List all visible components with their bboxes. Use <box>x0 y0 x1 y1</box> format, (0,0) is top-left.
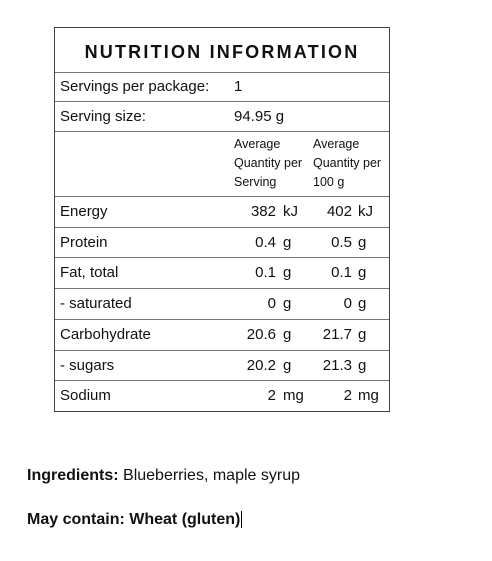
per-serving-value: 20.2 <box>246 356 276 374</box>
nutrient-name: - sugars <box>60 356 115 374</box>
rule <box>55 318 389 320</box>
per-serving-unit: g <box>283 295 292 313</box>
rule <box>55 288 389 290</box>
per-100g-value: 402 <box>326 203 352 220</box>
nutrient-name: Energy <box>60 203 108 220</box>
ingredients-label: Ingredients: <box>27 467 119 484</box>
per-100g-unit: g <box>358 264 367 282</box>
column-header: Average Quantity per 100 g <box>313 137 382 189</box>
ingredients-text: Blueberries, maple syrup <box>123 467 300 484</box>
per-serving-value: 382 <box>250 203 276 220</box>
servings-value: 1 <box>234 78 243 95</box>
nutrient-name: Protein <box>60 233 108 251</box>
serving-size-label: Serving size: <box>60 108 146 125</box>
per-serving-unit: g <box>283 356 292 374</box>
per-100g-unit: g <box>358 356 367 374</box>
rule <box>55 131 389 132</box>
column-header: Average Quantity per Serving <box>234 137 303 189</box>
rule <box>55 72 389 73</box>
rule <box>55 226 389 228</box>
rule <box>55 257 389 259</box>
rule <box>55 101 389 102</box>
per-serving-value: 0.4 <box>255 233 276 251</box>
per-100g-value: 0 <box>343 295 352 313</box>
per-100g-value: 2 <box>343 387 352 405</box>
per-100g-value: 0.1 <box>331 264 352 282</box>
per-serving-unit: g <box>283 325 292 343</box>
per-serving-value: 0.1 <box>255 264 276 282</box>
per-serving-value: 2 <box>267 387 276 405</box>
per-100g-value: 0.5 <box>331 233 352 251</box>
ingredients: Ingredients: Blueberries, maple syrup <box>27 467 300 485</box>
allergens: May contain: Wheat (gluten) <box>27 511 243 529</box>
servings-label: Servings per package: <box>60 78 210 95</box>
nutrient-name: Carbohydrate <box>60 325 151 343</box>
panel-title: NUTRITION INFORMATION <box>84 42 360 62</box>
per-100g-unit: g <box>358 325 367 343</box>
per-serving-unit: g <box>283 233 292 251</box>
nutrient-name: - saturated <box>60 295 132 313</box>
allergens-label: May contain: <box>27 511 125 528</box>
nutrient-name: Fat, total <box>60 264 119 282</box>
text-cursor <box>241 511 243 528</box>
per-100g-unit: g <box>358 233 367 251</box>
per-serving-unit: g <box>283 264 292 282</box>
rule <box>55 196 389 197</box>
per-100g-value: 21.7 <box>322 325 352 343</box>
per-100g-unit: mg <box>358 387 379 405</box>
nutrition-panel: NUTRITION INFORMATION Servings per packa… <box>54 27 390 412</box>
nutrient-name: Sodium <box>60 387 111 405</box>
per-serving-unit: kJ <box>283 203 298 220</box>
serving-size-value: 94.95 g <box>234 108 285 125</box>
per-100g-value: 21.3 <box>322 356 352 374</box>
per-serving-value: 0 <box>267 295 276 313</box>
rule <box>55 380 389 382</box>
allergens-text: Wheat (gluten) <box>129 511 241 528</box>
rule <box>55 349 389 351</box>
per-serving-unit: mg <box>283 387 304 405</box>
per-100g-unit: g <box>358 295 367 313</box>
per-serving-value: 20.6 <box>246 325 276 343</box>
per-100g-unit: kJ <box>358 203 373 220</box>
